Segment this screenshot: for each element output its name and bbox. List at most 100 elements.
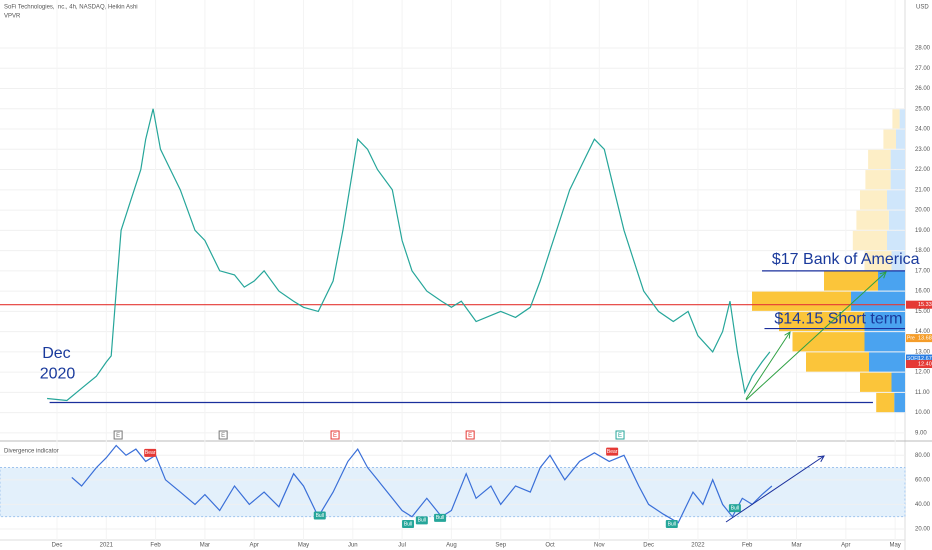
volume-buy: [864, 251, 892, 271]
y-tick-label: 60.00: [915, 477, 931, 483]
y-tick-label: 21.00: [915, 187, 931, 193]
event-marker: [465, 430, 475, 440]
x-tick-label: Apr: [841, 543, 850, 549]
chart-header: SoFi Technologies, Inc., 4h, NASDAQ, Hei…: [4, 5, 138, 11]
volume-sell: [851, 291, 905, 311]
event-label: E: [468, 433, 472, 439]
y-tick-label: 11.00: [915, 390, 930, 396]
x-tick-label: May: [298, 543, 309, 549]
signal-label: Bull: [731, 505, 739, 511]
volume-buy: [860, 372, 892, 392]
event-label: E: [618, 433, 622, 439]
panel-title: Divergence indicator: [4, 449, 59, 455]
trend-arrow: [745, 332, 790, 400]
signal-label: Bull: [418, 518, 426, 524]
y-tick-label: 24.00: [915, 127, 931, 133]
price-tag-label: 15.33: [918, 302, 932, 308]
y-tick-label: 22.00: [915, 167, 931, 173]
signal-badge: [313, 511, 326, 520]
volume-sell: [890, 149, 905, 170]
volume-buy: [892, 109, 900, 129]
x-tick-label: Dec: [52, 543, 63, 549]
event-marker: [218, 430, 228, 440]
annotation: Dec: [42, 345, 70, 362]
y-tick-label: 27.00: [915, 66, 931, 72]
x-tick-label: May: [889, 543, 900, 549]
annotation: 2020: [40, 365, 76, 382]
x-tick-label: 2021: [100, 543, 114, 549]
volume-sell: [899, 109, 905, 129]
y-tick-label: 15.00: [915, 309, 931, 315]
volume-sell: [887, 230, 905, 251]
x-tick-label: Oct: [545, 543, 555, 549]
y-tick-label: 26.00: [915, 86, 931, 92]
event-label: E: [221, 433, 225, 439]
volume-sell: [864, 332, 905, 352]
volume-buy: [824, 271, 878, 291]
volume-buy: [865, 170, 891, 190]
event-marker: [113, 430, 123, 440]
signal-badge: [728, 504, 741, 513]
signal-badge: [434, 513, 447, 522]
price-tag-label: 12.40: [918, 361, 932, 367]
event-label: E: [333, 433, 337, 439]
price-tag-label: 12.67: [918, 356, 932, 362]
signal-badge: [665, 520, 678, 529]
volume-buy: [792, 332, 865, 352]
series-line: [47, 108, 771, 402]
y-tick-label: 12.00: [915, 370, 931, 376]
signal-label: Bull: [316, 513, 324, 519]
volume-sell: [888, 210, 905, 230]
signal-badge: [402, 520, 415, 529]
volume-sell: [869, 352, 905, 372]
price-tag-name: Pre: [907, 335, 915, 341]
x-tick-label: Nov: [594, 543, 605, 549]
y-tick-label: 20.00: [915, 527, 931, 533]
y-tick-label: 13.00: [915, 349, 931, 355]
y-tick-label: 23.00: [915, 147, 931, 153]
y-tick-label: 28.00: [915, 46, 931, 52]
annotation: $17 Bank of America: [772, 251, 920, 268]
event-marker: [615, 430, 625, 440]
x-tick-label: 2022: [691, 543, 705, 549]
currency: USD: [916, 5, 929, 11]
signal-badge: [144, 448, 157, 457]
volume-buy: [806, 352, 869, 372]
series-line: [71, 444, 773, 524]
price-tag: [906, 300, 932, 309]
volume-sell: [890, 170, 905, 190]
volume-buy: [752, 291, 851, 311]
y-tick-label: 10.00: [915, 410, 931, 416]
y-tick-label: 25.00: [915, 106, 931, 112]
event-marker: [330, 430, 340, 440]
y-tick-label: 14.00: [915, 329, 931, 335]
trend-arrow: [745, 272, 886, 401]
volume-buy: [868, 149, 891, 170]
event-label: E: [116, 433, 120, 439]
price-tag: [906, 334, 932, 343]
volume-buy: [852, 230, 887, 251]
signal-label: Bull: [404, 521, 412, 527]
volume-buy: [883, 129, 896, 149]
volume-sell: [887, 190, 905, 210]
volume-sell: [891, 251, 905, 271]
y-tick-label: 19.00: [915, 228, 931, 234]
volume-sell: [864, 311, 905, 332]
y-tick-label: 9.00: [915, 430, 927, 436]
x-tick-label: Feb: [150, 543, 161, 549]
volume-sell: [896, 129, 905, 149]
volume-sell: [891, 372, 905, 392]
price-tag: [906, 354, 932, 363]
signal-label: Bear: [607, 449, 618, 455]
volume-buy: [876, 392, 895, 413]
price-tag: [906, 360, 932, 369]
x-tick-label: Feb: [742, 543, 753, 549]
study-name: VPVR: [4, 14, 21, 20]
volume-buy: [779, 311, 865, 332]
volume-buy: [860, 190, 887, 210]
signal-label: Bull: [436, 515, 444, 521]
x-tick-label: Sep: [495, 543, 506, 549]
y-tick-label: 16.00: [915, 289, 931, 295]
signal-label: Bear: [145, 450, 156, 456]
